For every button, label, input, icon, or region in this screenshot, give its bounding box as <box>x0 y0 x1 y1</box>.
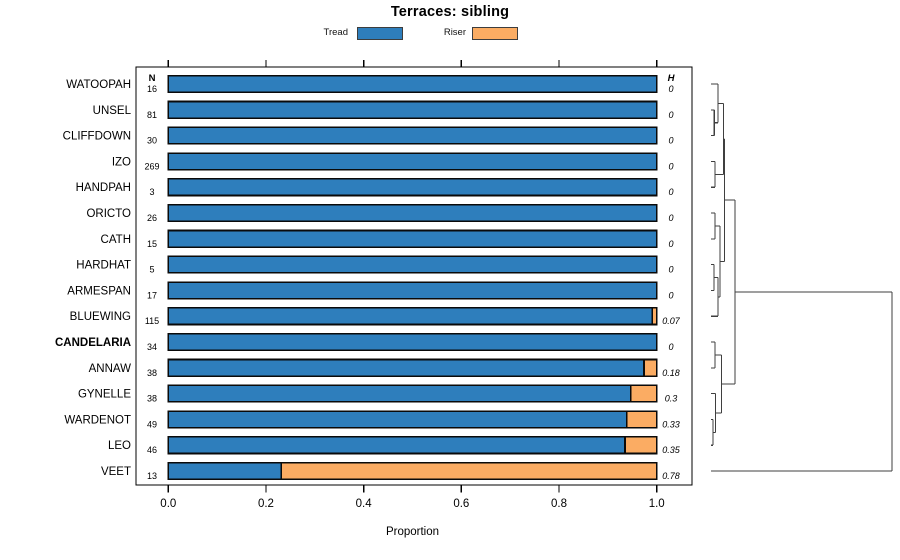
h-value: 0 <box>668 239 673 249</box>
bar-segment-riser <box>651 307 658 326</box>
h-value: 0 <box>668 136 673 146</box>
row-label: CLIFFDOWN <box>63 131 131 143</box>
row-label: HANDPAH <box>76 182 131 194</box>
n-value: 13 <box>147 471 157 481</box>
x-axis-tick-label: 1.0 <box>649 498 665 510</box>
n-value: 17 <box>147 290 157 300</box>
h-value: 0.07 <box>662 316 681 326</box>
bar-segment-tread <box>167 358 645 377</box>
x-axis-tick-label: 0.6 <box>453 498 469 510</box>
bar-segment-tread <box>167 74 658 94</box>
row-label: ARMESPAN <box>67 285 131 297</box>
n-value: 16 <box>147 84 157 94</box>
bar-segment-riser <box>624 436 658 455</box>
row-label: ANNAW <box>89 363 132 375</box>
row-label: VEET <box>101 466 131 478</box>
h-column-header: H <box>668 73 676 84</box>
row-label: WARDENOT <box>64 414 131 426</box>
row-label: GYNELLE <box>78 389 131 401</box>
h-value: 0 <box>668 161 673 171</box>
x-axis-tick-label: 0.0 <box>160 498 176 510</box>
h-value: 0.18 <box>662 368 680 378</box>
row-label: LEO <box>108 440 131 452</box>
legend-swatch-tread <box>357 27 403 40</box>
chart-title: Terraces: sibling <box>390 4 510 20</box>
bar-segment-tread <box>167 152 658 171</box>
plot-box <box>135 66 693 486</box>
bar-segment-tread <box>167 332 658 352</box>
row-label: CATH <box>101 234 131 246</box>
h-value: 0.33 <box>662 419 680 429</box>
bar-segment-riser <box>630 384 658 403</box>
h-value: 0.35 <box>662 445 681 455</box>
h-value: 0.3 <box>665 394 678 404</box>
bar-segment-tread <box>167 281 658 300</box>
x-axis-tick-label: 0.4 <box>356 498 373 510</box>
h-value: 0 <box>668 342 673 352</box>
n-value: 5 <box>149 265 154 275</box>
bar-segment-tread <box>167 126 658 145</box>
x-axis-title: Proportion <box>386 526 439 538</box>
legend-label-riser: Riser <box>443 27 466 38</box>
bar-segment-riser <box>280 461 658 481</box>
n-value: 38 <box>147 368 157 378</box>
x-axis-tick-label: 0.2 <box>258 498 274 510</box>
n-value: 15 <box>147 239 157 249</box>
row-label: ORICTO <box>86 208 131 220</box>
bar-segment-tread <box>167 410 628 429</box>
bar-segment-riser <box>643 358 658 377</box>
n-value: 81 <box>147 110 157 120</box>
n-value: 30 <box>147 136 157 146</box>
bar-segment-tread <box>167 255 658 274</box>
h-value: 0.78 <box>662 471 680 481</box>
bar-segment-riser <box>626 410 658 429</box>
bar-segment-tread <box>167 461 282 481</box>
bar-segment-tread <box>167 436 626 455</box>
n-value: 269 <box>144 161 159 171</box>
h-value: 0 <box>668 84 673 94</box>
bar-segment-tread <box>167 100 658 119</box>
n-value: 49 <box>147 419 157 429</box>
bar-segment-tread <box>167 307 654 326</box>
n-value: 46 <box>147 445 157 455</box>
row-label: HARDHAT <box>76 260 131 272</box>
row-label: WATOOPAH <box>66 79 131 91</box>
bar-segment-tread <box>167 384 632 403</box>
n-value: 3 <box>149 187 154 197</box>
x-axis-tick-label: 0.8 <box>551 498 567 510</box>
row-label: IZO <box>112 156 131 168</box>
row-label: CANDELARIA <box>55 337 131 349</box>
legend-swatch-riser <box>472 27 518 40</box>
h-value: 0 <box>668 290 673 300</box>
n-value: 34 <box>147 342 157 352</box>
n-value: 38 <box>147 394 157 404</box>
bar-segment-tread <box>167 178 658 197</box>
row-label: BLUEWING <box>70 311 131 323</box>
h-value: 0 <box>668 213 673 223</box>
row-label: UNSEL <box>93 105 132 117</box>
n-column-header: N <box>149 73 156 84</box>
h-value: 0 <box>668 187 673 197</box>
n-value: 26 <box>147 213 157 223</box>
legend-label-tread: Tread <box>323 27 348 38</box>
bar-segment-tread <box>167 203 658 223</box>
bar-segment-tread <box>167 229 658 248</box>
n-value: 115 <box>145 316 159 326</box>
h-value: 0 <box>668 110 673 120</box>
h-value: 0 <box>668 265 673 275</box>
